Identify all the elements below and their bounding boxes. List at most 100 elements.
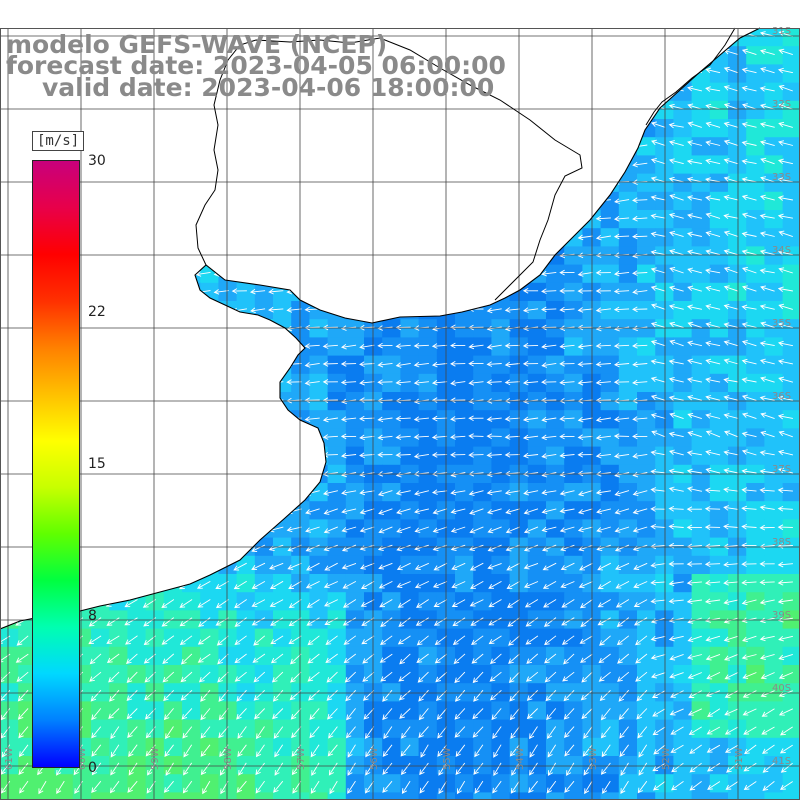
wind-arrow <box>455 744 466 757</box>
latitude-label: 36S <box>772 391 791 402</box>
field-cell <box>691 792 711 800</box>
field-cell <box>163 264 183 284</box>
wind-arrow <box>413 125 429 131</box>
field-cell <box>491 428 511 448</box>
latitude-label: 38S <box>772 537 791 548</box>
wind-arrow <box>106 653 120 664</box>
wind-arrow <box>325 635 338 645</box>
field-cell <box>782 501 800 520</box>
field-cell <box>200 792 219 800</box>
wind-arrow <box>602 780 611 794</box>
wind-arrow <box>450 397 466 403</box>
wind-arrow <box>322 361 338 367</box>
wind-arrow <box>419 762 429 776</box>
wind-arrow <box>723 266 739 274</box>
wind-arrow <box>650 376 666 383</box>
field-cell <box>273 501 292 520</box>
field-cell <box>564 119 583 138</box>
field-cell <box>200 646 219 666</box>
wind-arrow <box>559 107 575 113</box>
wind-arrow <box>249 252 266 259</box>
field-cell <box>109 701 128 721</box>
wind-arrow <box>723 340 739 347</box>
wind-arrow <box>705 358 721 365</box>
field-cell <box>382 137 401 156</box>
wind-arrow <box>468 433 484 439</box>
wind-arrow <box>414 526 429 533</box>
field-cell <box>345 373 365 393</box>
field-cell <box>418 373 438 393</box>
wind-arrow <box>195 433 211 439</box>
field-cell <box>673 774 693 793</box>
wind-arrow <box>650 487 666 493</box>
field-cell <box>637 483 656 502</box>
field-cell <box>182 319 201 338</box>
wind-arrow <box>234 671 247 682</box>
wind-arrow <box>744 744 757 755</box>
field-cell <box>127 574 147 593</box>
field-cell <box>782 173 800 193</box>
field-cell <box>564 701 583 721</box>
wind-arrow <box>613 270 630 277</box>
wind-arrow <box>577 416 593 423</box>
wind-arrow <box>582 744 593 757</box>
field-cell <box>400 792 420 800</box>
wind-arrow <box>86 526 102 533</box>
wind-arrow <box>86 215 102 222</box>
wind-arrow <box>340 252 357 259</box>
wind-arrow <box>305 526 320 533</box>
wind-arrow <box>560 544 575 552</box>
field-cell <box>527 28 547 47</box>
field-cell <box>109 100 128 120</box>
wind-arrow <box>434 635 448 646</box>
wind-arrow <box>504 197 520 204</box>
field-cell <box>691 337 711 357</box>
wind-arrow <box>620 780 629 794</box>
field-cell <box>491 28 511 47</box>
wind-arrow <box>177 197 193 204</box>
field-cell <box>546 701 565 721</box>
wind-arrow <box>163 708 174 721</box>
field-cell <box>746 355 765 375</box>
field-cell <box>145 719 165 739</box>
wind-arrow <box>509 744 520 757</box>
field-cell <box>400 774 420 793</box>
wind-arrow <box>401 726 411 739</box>
field-cell <box>182 501 201 520</box>
field-cell <box>637 210 656 229</box>
wind-arrow <box>650 158 666 165</box>
wind-arrow <box>561 617 575 626</box>
wind-arrow <box>177 234 193 240</box>
field-cell <box>691 555 711 575</box>
wind-arrow <box>195 508 211 515</box>
wind-arrow <box>196 544 211 552</box>
field-cell <box>254 173 274 193</box>
field-cell <box>491 646 511 666</box>
wind-arrow <box>215 581 229 589</box>
field-cell <box>746 792 765 800</box>
wind-arrow <box>86 343 102 350</box>
wind-arrow <box>322 306 338 312</box>
wind-arrow <box>650 506 666 512</box>
field-cell <box>473 137 492 156</box>
wind-arrow <box>254 708 266 720</box>
field-cell <box>309 646 329 666</box>
field-cell <box>182 246 201 266</box>
wind-arrow <box>741 304 757 311</box>
wind-arrow <box>450 288 466 295</box>
field-cell <box>637 501 656 520</box>
field-cell <box>273 756 292 775</box>
wind-arrow <box>249 434 266 441</box>
field-cell <box>746 428 765 448</box>
field-cell <box>473 719 492 739</box>
wind-arrow <box>0 197 11 204</box>
field-cell <box>109 483 128 502</box>
wind-arrow <box>364 726 375 739</box>
wind-arrow <box>723 413 739 419</box>
field-cell <box>182 519 201 539</box>
wind-arrow <box>286 143 302 150</box>
field-cell <box>473 574 492 593</box>
wind-arrow <box>632 88 648 95</box>
wind-arrow <box>724 708 739 716</box>
wind-arrow <box>268 233 284 240</box>
